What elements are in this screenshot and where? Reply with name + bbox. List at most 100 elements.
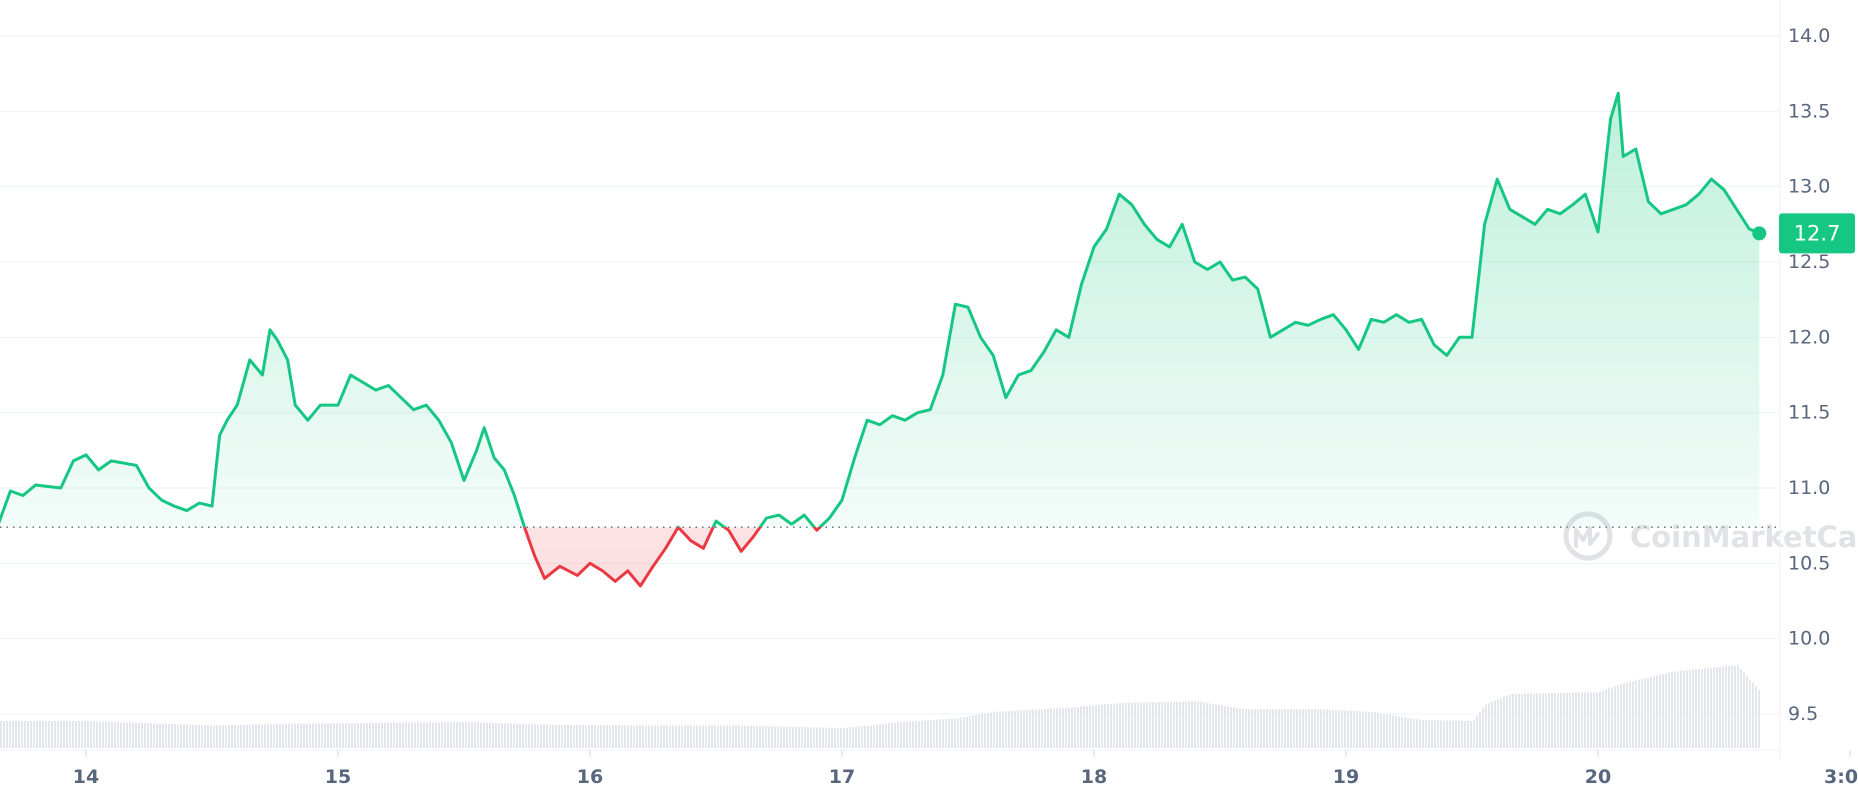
volume-bar [768, 726, 770, 748]
volume-bar [804, 727, 806, 748]
volume-bar [1467, 720, 1469, 748]
volume-bar [633, 725, 635, 748]
volume-bar [1521, 693, 1523, 748]
volume-bar [195, 724, 197, 748]
volume-bar [1320, 709, 1322, 748]
volume-bar [288, 723, 290, 748]
volume-bar [873, 724, 875, 748]
volume-bar [1488, 703, 1490, 748]
volume-bar [1719, 666, 1721, 748]
volume-bar [1314, 709, 1316, 748]
volume-bar [903, 722, 905, 748]
volume-bar [285, 723, 287, 748]
volume-bar [1200, 702, 1202, 748]
volume-bar [948, 718, 950, 748]
volume-bar [132, 722, 134, 748]
volume-bar [150, 723, 152, 748]
volume-bar [819, 727, 821, 748]
volume-bar [447, 722, 449, 748]
volume-bar [0, 721, 2, 748]
volume-bar [516, 723, 518, 748]
volume-bar [861, 726, 863, 748]
volume-bar [909, 721, 911, 748]
volume-bar [714, 725, 716, 748]
volume-bar [1617, 685, 1619, 748]
volume-bar [1257, 709, 1259, 748]
volume-bar [1593, 692, 1595, 748]
volume-bar [114, 722, 116, 748]
volume-bar [1047, 708, 1049, 748]
volume-bar [528, 724, 530, 748]
volume-bar [1212, 703, 1214, 748]
volume-bar [837, 728, 839, 748]
volume-bar [1038, 709, 1040, 748]
volume-bar [69, 721, 71, 748]
volume-bar [747, 725, 749, 748]
volume-bar [990, 712, 992, 748]
volume-bar [693, 725, 695, 748]
volume-bar [369, 722, 371, 748]
volume-bar [1050, 708, 1052, 748]
volume-bar [327, 723, 329, 748]
volume-bar [555, 724, 557, 748]
volume-bar [1008, 711, 1010, 748]
volume-bar [987, 713, 989, 748]
volume-bar [1503, 696, 1505, 748]
volume-bar [957, 718, 959, 748]
volume-bar [1476, 715, 1478, 748]
volume-bar [48, 721, 50, 748]
volume-bar [849, 727, 851, 748]
volume-bar [960, 717, 962, 748]
x-tick-label: 17 [829, 766, 855, 788]
volume-bar [606, 725, 608, 748]
volume-bar [900, 722, 902, 748]
volume-bar [1161, 702, 1163, 748]
volume-bar [147, 723, 149, 748]
volume-bar [867, 725, 869, 748]
volume-bar [477, 722, 479, 748]
volume-bar [975, 715, 977, 748]
y-tick-label: 14.0 [1788, 25, 1830, 47]
volume-bar [1317, 709, 1319, 748]
volume-bar [1557, 693, 1559, 748]
volume-bar [894, 722, 896, 748]
volume-bar [780, 726, 782, 748]
volume-bar [183, 724, 185, 748]
volume-bar [801, 727, 803, 748]
volume-bar [1164, 701, 1166, 748]
volume-bar [1302, 709, 1304, 748]
y-axis: 14.0 13.5 13.0 12.5 12.0 11.5 11.0 10.5 10.0 9.5 [1779, 0, 1830, 760]
volume-bar [567, 724, 569, 748]
volume-bar [576, 724, 578, 748]
volume-bar [1113, 703, 1115, 748]
volume-bar [393, 722, 395, 748]
volume-bar [246, 724, 248, 748]
volume-bar [1758, 689, 1760, 748]
volume-bar [1596, 692, 1598, 748]
volume-bar [1608, 688, 1610, 748]
volume-bar [1242, 708, 1244, 748]
volume-bar [1452, 720, 1454, 748]
volume-bar [855, 726, 857, 748]
volume-bar [648, 725, 650, 748]
volume-bar [480, 722, 482, 748]
volume-bar [1746, 676, 1748, 748]
volume-bar [1110, 703, 1112, 748]
volume-bar [219, 725, 221, 748]
volume-bar [981, 714, 983, 748]
watermark-text: CoinMarketCap [1630, 520, 1858, 554]
volume-bar [654, 725, 656, 748]
volume-bar [798, 727, 800, 748]
volume-bar [177, 724, 179, 748]
volume-bar [438, 722, 440, 748]
volume-bar [558, 724, 560, 748]
volume-bar [675, 725, 677, 748]
volume-bar [489, 722, 491, 748]
volume-bar [453, 722, 455, 748]
volume-bar [1455, 720, 1457, 748]
volume-bar [1443, 720, 1445, 748]
volume-bar [1461, 720, 1463, 748]
volume-bar [261, 724, 263, 748]
volume-bar [420, 722, 422, 748]
volume-bar [279, 723, 281, 748]
